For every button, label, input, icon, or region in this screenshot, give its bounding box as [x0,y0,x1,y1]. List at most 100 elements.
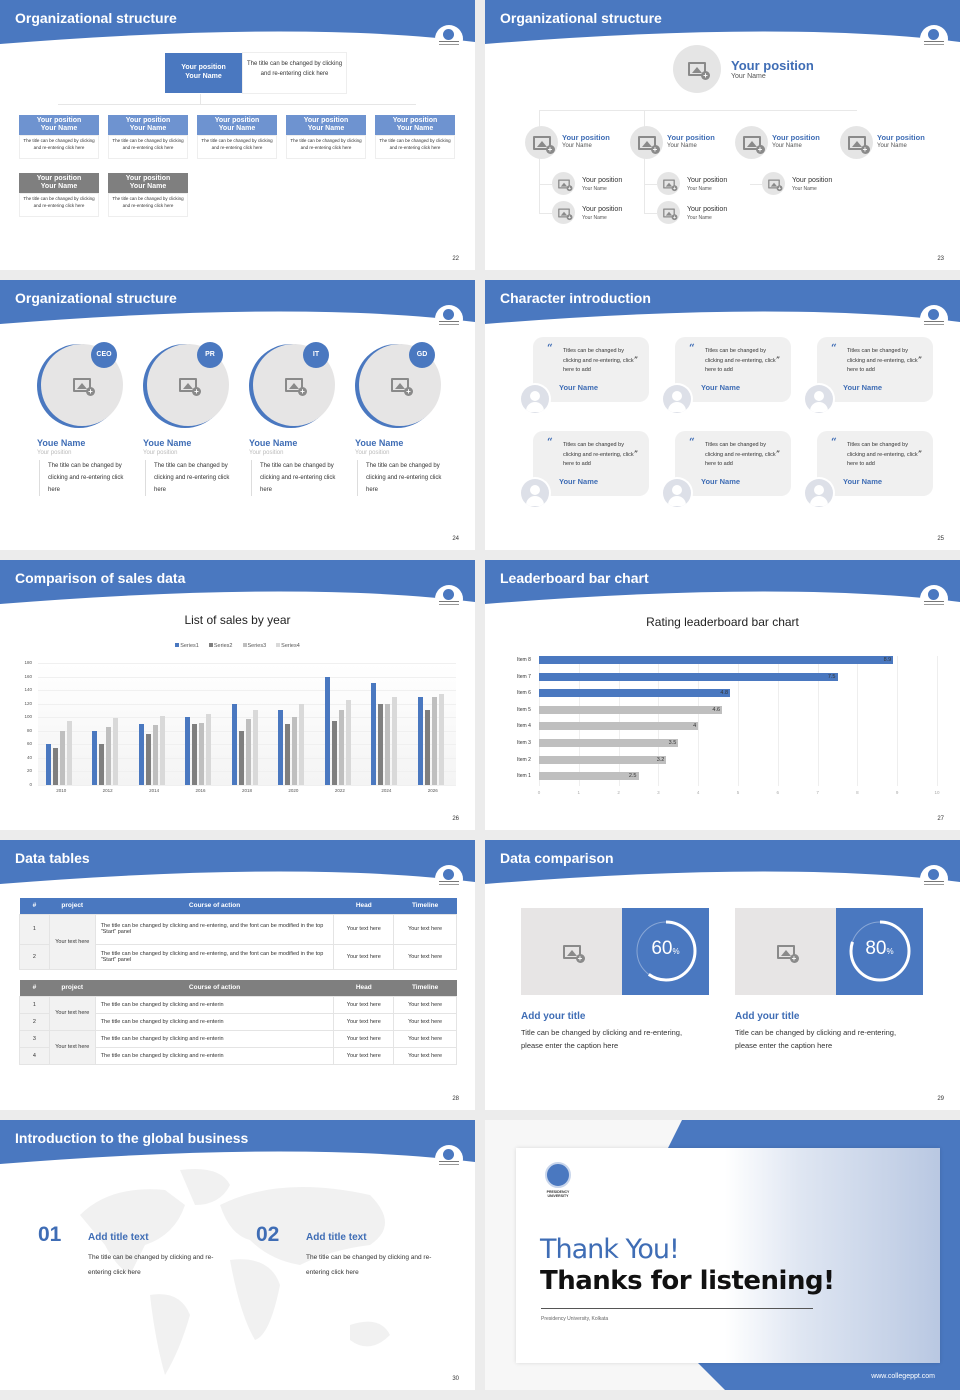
image-placeholder-icon[interactable] [557,178,572,191]
image-placeholder-icon[interactable] [532,135,555,154]
image-placeholder-icon[interactable] [847,135,870,154]
chart-bar[interactable] [159,715,165,785]
testimonial-card[interactable]: “ Titles can be changed by clicking and … [661,337,791,415]
photo-placeholder[interactable] [525,126,558,159]
leaderboard-bar[interactable] [539,656,894,664]
top-position-box[interactable]: Your position Your Name [165,53,242,93]
table-row[interactable]: 2 The title can be changed by clicking an… [19,1012,457,1031]
chart-bar[interactable] [46,744,51,785]
chart-bar[interactable] [285,724,291,785]
testimonial-card[interactable]: “ Titles can be changed by clicking and … [803,431,933,509]
chart-bar[interactable] [324,676,330,785]
top-photo-placeholder[interactable] [673,45,721,93]
image-placeholder-icon[interactable] [767,178,782,191]
small-photo-placeholder[interactable] [552,172,575,195]
chart-bar[interactable] [60,730,65,785]
chart-bar[interactable] [145,734,151,785]
chart-bar[interactable] [53,747,58,785]
leaderboard-bar[interactable] [539,755,667,764]
org-box[interactable]: Your position Your Name The title can be … [197,115,277,159]
small-photo-placeholder[interactable] [657,172,680,195]
table-row[interactable]: 3 Your text here The title can be changed … [19,1029,457,1065]
chart-bar[interactable] [331,720,337,785]
slide-24[interactable]: Organizational structure 24 CEO Youe Nam… [0,280,475,550]
chart-bar[interactable] [185,717,191,785]
chart-bar[interactable] [152,725,158,785]
testimonial-card[interactable]: “ Titles can be changed by clicking and … [803,337,933,415]
slide-30[interactable]: Introduction to the global business 30 0… [0,1120,475,1390]
image-placeholder-icon[interactable] [562,944,585,963]
slide-31-closing[interactable]: PRESIDENCY UNIVERSITY Thank You! Thanks … [485,1120,960,1390]
small-photo-placeholder[interactable] [762,172,785,195]
image-placeholder[interactable] [521,908,622,995]
slide-26[interactable]: Comparison of sales data 26 List of sale… [0,560,475,830]
chart-bar[interactable] [252,710,258,785]
chart-bar[interactable] [245,718,251,785]
table-row[interactable]: 1 Your text here The title can be changed … [19,995,457,1031]
testimonial-card[interactable]: “ Titles can be changed by clicking and … [519,337,649,415]
org-box-secondary[interactable]: Your position Your Name The title can be … [19,173,99,217]
leaderboard-bar[interactable] [539,739,679,747]
leaderboard-bar[interactable] [539,772,639,781]
chart-bar[interactable] [92,730,98,785]
slide-23[interactable]: Organizational structure 23 Your positio… [485,0,960,270]
image-placeholder-icon[interactable] [637,135,660,154]
image-placeholder-icon[interactable] [662,207,677,220]
photo-placeholder[interactable] [630,126,663,159]
chart-bar[interactable] [278,710,284,785]
image-placeholder-icon[interactable] [557,207,572,220]
leaderboard-bar[interactable] [539,705,723,714]
chart-bar[interactable] [206,713,212,785]
chart-bar[interactable] [138,724,144,785]
chart-bar[interactable] [392,696,398,785]
image-placeholder-icon[interactable] [179,378,201,396]
image-placeholder-icon[interactable] [688,62,710,80]
leaderboard-bar[interactable] [539,722,699,731]
slide-29[interactable]: Data comparison 29 60% Add your title Ti… [485,840,960,1110]
table-row[interactable]: 1 Your text here The title can be changed … [19,913,457,970]
chart-bar[interactable] [338,710,344,785]
slide-28[interactable]: Data tables 28 # project Course of action H… [0,840,475,1110]
chart-bar[interactable] [438,693,444,785]
org-box-secondary[interactable]: Your position Your Name The title can be … [108,173,188,217]
chart-bar[interactable] [67,720,72,785]
image-placeholder-icon[interactable] [742,135,765,154]
photo-placeholder[interactable] [735,126,768,159]
slide-27[interactable]: Leaderboard bar chart 27 Rating leaderbo… [485,560,960,830]
chart-bar[interactable] [106,726,112,785]
photo-placeholder[interactable] [840,126,873,159]
table-row[interactable]: 2 The title can be changed by clicking an… [19,943,457,970]
slide-25[interactable]: Character introduction 25 “ Titles can b… [485,280,960,550]
chart-bar[interactable] [371,683,377,785]
chart-bar[interactable] [424,710,430,785]
chart-bar[interactable] [431,696,437,785]
website-link[interactable]: www.collegeppt.com [871,1373,935,1380]
small-photo-placeholder[interactable] [657,201,680,224]
image-placeholder[interactable] [735,908,836,995]
chart-bar[interactable] [238,730,244,785]
org-box[interactable]: Your position Your Name The title can be … [286,115,366,159]
org-box[interactable]: Your position Your Name The title can be … [19,115,99,159]
chart-bar[interactable] [99,744,105,785]
chart-bar[interactable] [113,717,119,785]
image-placeholder-icon[interactable] [776,944,799,963]
chart-bar[interactable] [199,722,205,785]
org-box[interactable]: Your position Your Name The title can be … [375,115,455,159]
leaderboard-bar[interactable] [539,689,731,698]
testimonial-card[interactable]: “ Titles can be changed by clicking and … [661,431,791,509]
chart-bar[interactable] [231,703,237,785]
chart-bar[interactable] [345,699,351,785]
chart-bar[interactable] [385,703,391,785]
small-photo-placeholder[interactable] [552,201,575,224]
testimonial-card[interactable]: “ Titles can be changed by clicking and … [519,431,649,509]
chart-bar[interactable] [299,703,305,785]
slide-22[interactable]: Organizational structure 22 Your positio… [0,0,475,270]
image-placeholder-icon[interactable] [662,178,677,191]
image-placeholder-icon[interactable] [73,378,95,396]
chart-bar[interactable] [292,717,298,785]
chart-bar[interactable] [417,696,423,785]
chart-bar[interactable] [378,703,384,785]
table-row[interactable]: 4 The title can be changed by clicking an… [19,1046,457,1065]
image-placeholder-icon[interactable] [391,378,413,396]
chart-bar[interactable] [192,724,198,785]
